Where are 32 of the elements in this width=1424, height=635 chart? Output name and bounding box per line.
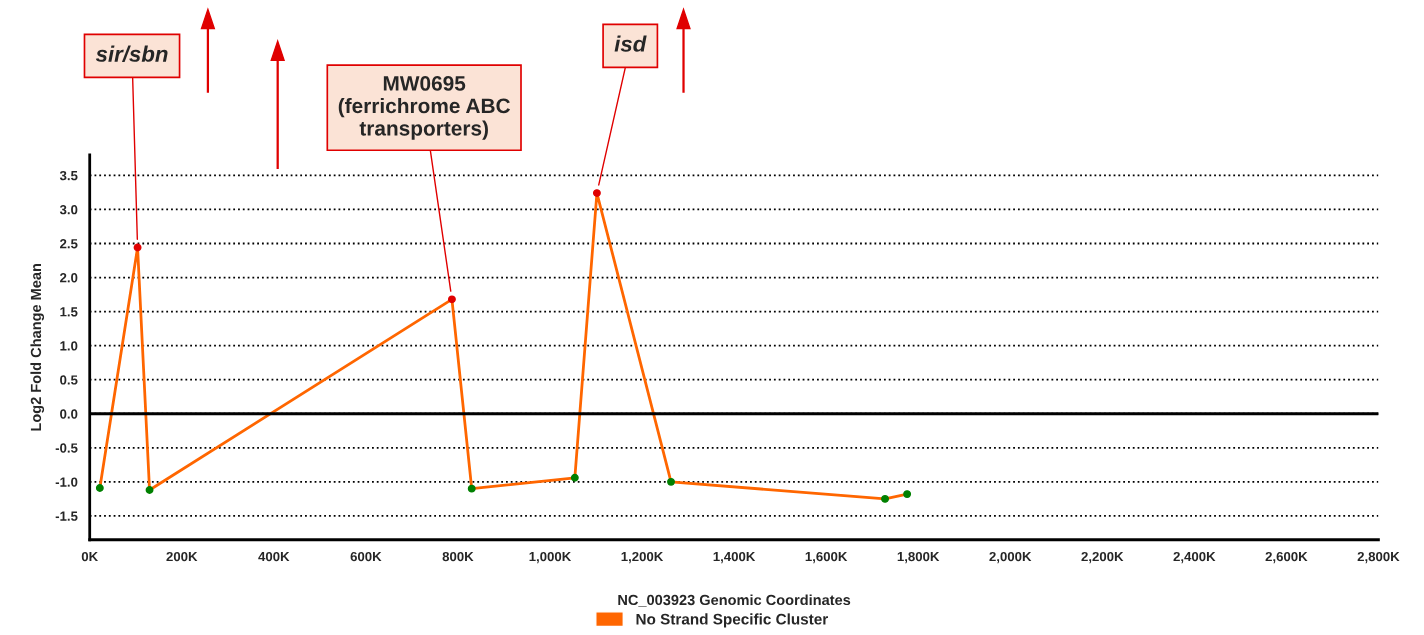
y-tick-label: 3.5 xyxy=(59,170,78,181)
x-tick-label: 600K xyxy=(350,551,382,562)
y-tick-label: 0.5 xyxy=(60,375,78,385)
y-tick-label: -0.5 xyxy=(55,443,78,453)
y-tick-label: -1.5 xyxy=(55,511,78,521)
annotation: sir/sbn xyxy=(95,45,168,63)
y-tick-label: 1.0 xyxy=(60,341,78,351)
x-tick-label: 1,600K xyxy=(805,551,848,564)
y-tick-label: 3.0 xyxy=(59,204,78,215)
y-tick-label: -1.0 xyxy=(55,477,78,487)
x-tick-label: 1,200K xyxy=(621,551,664,564)
annotation: MW0695 (ferrichrome ABC transporters) xyxy=(338,76,511,140)
y-tick-label: 2.5 xyxy=(60,239,78,249)
x-tick-label: 2,600K xyxy=(1265,551,1308,564)
x-tick-label: 800K xyxy=(442,551,474,562)
legend-label: No Strand Specific Cluster xyxy=(636,613,828,628)
annotation: isd xyxy=(614,35,647,52)
x-tick-label: 200K xyxy=(166,551,198,562)
x-tick-label: 2,400K xyxy=(1173,551,1216,564)
x-tick-label: 2,800K xyxy=(1357,551,1400,564)
x-tick-label: 1,400K xyxy=(713,551,756,564)
x-tick-label: 1,000K xyxy=(529,551,572,564)
x-tick-label: 2,000K xyxy=(989,551,1032,564)
x-tick-label: 0K xyxy=(81,551,99,562)
y-axis-title: Log2 Fold Change Mean xyxy=(30,263,45,431)
y-tick-label: 2.0 xyxy=(60,273,78,283)
y-tick-label: 1.5 xyxy=(60,307,78,317)
x-tick-label: 2,200K xyxy=(1081,551,1124,564)
x-tick-label: 1,800K xyxy=(897,551,940,564)
x-axis-title: NC_003923 Genomic Coordinates xyxy=(618,594,851,607)
x-tick-label: 400K xyxy=(258,551,290,562)
y-tick-label: 0.0 xyxy=(60,409,78,419)
